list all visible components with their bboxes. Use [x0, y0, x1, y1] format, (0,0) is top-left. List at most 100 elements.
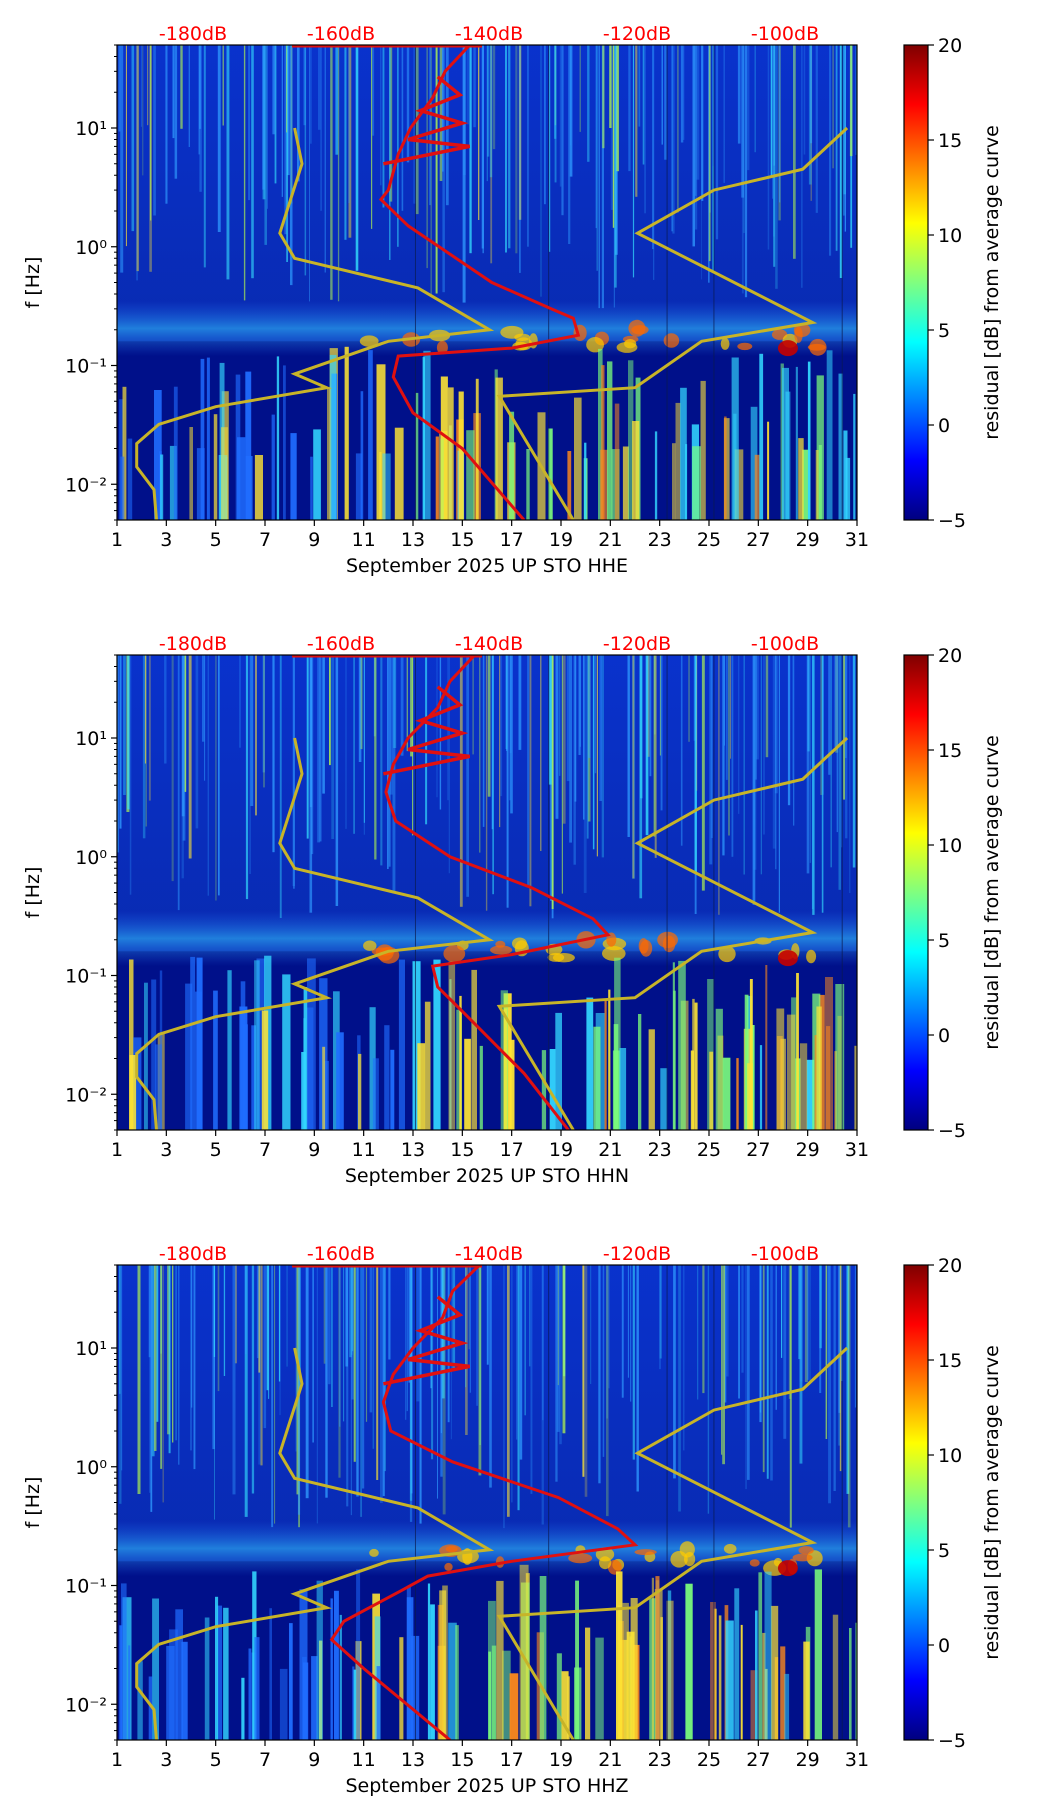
- spectrogram-stripe: [423, 350, 431, 520]
- spectrogram-streak: [695, 45, 698, 230]
- spectrogram-stripe: [548, 428, 553, 520]
- spectrogram-blob: [807, 343, 826, 351]
- spectrogram-streak: [838, 1265, 841, 1413]
- spectrogram-streak: [834, 655, 837, 748]
- spectrogram-streak: [755, 655, 759, 760]
- spectrogram-streak: [131, 45, 135, 232]
- spectrogram-streak: [789, 1265, 792, 1528]
- x-tick-label: 19: [549, 529, 573, 551]
- spectrogram-stripe: [764, 1571, 772, 1740]
- spectrogram-streak: [243, 45, 246, 301]
- spectrogram-streak: [360, 1265, 362, 1517]
- spectrogram-streak: [677, 45, 679, 213]
- spectrogram-stripe: [166, 1645, 175, 1740]
- spectrogram-streak: [770, 45, 773, 178]
- spectrogram-streak: [627, 1265, 629, 1378]
- spectrogram-stripe: [723, 418, 730, 520]
- spectrogram-stripe: [215, 1596, 219, 1740]
- db-scale-label: -160dB: [307, 633, 375, 655]
- spectrogram-streak: [149, 1265, 151, 1493]
- spectrogram-streak: [355, 45, 359, 271]
- spectrogram-streak: [346, 1265, 349, 1507]
- spectrogram-streak: [492, 655, 494, 895]
- spectrogram-stripe: [751, 1025, 755, 1130]
- spectrogram-stripe: [762, 1632, 766, 1740]
- spectrogram-streak: [696, 45, 700, 180]
- median-psd-curve: [378, 45, 581, 520]
- spectrogram-streak: [828, 655, 831, 775]
- spectrogram-stripe: [237, 437, 246, 520]
- spectrogram-streak: [608, 1265, 610, 1389]
- spectrogram-stripe: [759, 353, 764, 520]
- spectrogram-streak: [806, 1265, 809, 1380]
- spectrogram-streak: [845, 655, 848, 839]
- spectrogram-stripe: [555, 1012, 562, 1130]
- spectrogram-streak: [855, 45, 857, 155]
- spectrogram-streak: [562, 655, 566, 824]
- spectrogram-stripe: [471, 969, 477, 1130]
- spectrogram-streak: [348, 45, 350, 203]
- x-tick-label: 5: [210, 529, 222, 551]
- spectrogram-stripe: [334, 1590, 339, 1740]
- spectrogram-streak: [499, 655, 501, 828]
- spectrogram-streak: [140, 45, 142, 127]
- spectrogram-streak: [578, 655, 581, 755]
- spectrogram-stripe: [780, 1646, 786, 1740]
- spectrogram-streak: [759, 1265, 762, 1423]
- spectrogram-streak: [168, 1265, 171, 1454]
- spectrogram-streak: [245, 655, 249, 900]
- spectrogram-stripe: [680, 387, 687, 520]
- spectrogram-stripe: [185, 983, 193, 1130]
- spectrogram-streak: [145, 655, 147, 827]
- colorbar-tick-label: 15: [938, 1350, 962, 1372]
- spectrogram-streak: [846, 1265, 850, 1494]
- spectrogram-streak: [849, 655, 851, 893]
- spectrogram-streak: [144, 655, 146, 764]
- spectrogram-stripe: [685, 1583, 693, 1740]
- noise-model-high-curve: [496, 736, 849, 1130]
- spectrogram-streak: [726, 1265, 729, 1377]
- spectrogram-streak: [812, 655, 815, 915]
- x-tick-label: 31: [845, 529, 869, 551]
- spectrogram-stripe: [722, 1057, 731, 1130]
- spectrogram-streak: [847, 1265, 851, 1528]
- spectrogram-streak: [507, 1265, 510, 1517]
- spectrogram-streak: [793, 655, 795, 826]
- spectrogram-streak: [760, 655, 762, 875]
- spectrogram-streak: [304, 45, 307, 276]
- spectrogram-stripe: [630, 1598, 638, 1740]
- spectrogram-streak: [645, 655, 649, 836]
- spectrogram-stripe: [376, 1666, 381, 1740]
- spectrogram-stripe: [239, 1006, 248, 1130]
- spectrogram-stripe: [415, 392, 419, 520]
- spectrogram-streak: [601, 45, 604, 309]
- spectrogram-stripe: [854, 1045, 857, 1130]
- spectrogram-streak: [317, 655, 321, 843]
- spectrogram-streak: [335, 655, 339, 906]
- spectrogram-streak: [358, 655, 362, 762]
- spectrogram-stripe: [654, 431, 658, 520]
- y-axis-label: f [Hz]: [22, 867, 44, 919]
- spectrogram-streak: [819, 1265, 822, 1393]
- spectrogram-stripe: [575, 1580, 579, 1740]
- spectrogram-stripe: [466, 430, 475, 520]
- spectrogram-streak: [232, 1265, 236, 1495]
- spectrogram-streak: [673, 1265, 676, 1479]
- spectrogram-stripe: [648, 1029, 655, 1130]
- spectrogram-streak: [559, 655, 561, 776]
- spectrogram-stripe: [675, 402, 681, 520]
- spectrogram-stripe: [169, 445, 177, 520]
- colorbar-tick-label: 5: [938, 320, 950, 342]
- spectrogram-streak: [165, 45, 168, 204]
- spectrogram-streak: [264, 45, 267, 245]
- spectrogram-stripe: [173, 386, 178, 520]
- spectrogram-streak: [559, 1265, 562, 1445]
- spectrogram-streak: [412, 655, 414, 836]
- spectrogram-streak: [154, 1265, 157, 1451]
- spectrogram-streak: [505, 45, 507, 253]
- spectrogram-streak: [595, 45, 597, 229]
- spectrogram-streak: [511, 1265, 513, 1503]
- x-tick-label: 27: [746, 1139, 770, 1161]
- spectrogram-blob: [586, 337, 604, 353]
- spectrogram-blob: [720, 337, 730, 350]
